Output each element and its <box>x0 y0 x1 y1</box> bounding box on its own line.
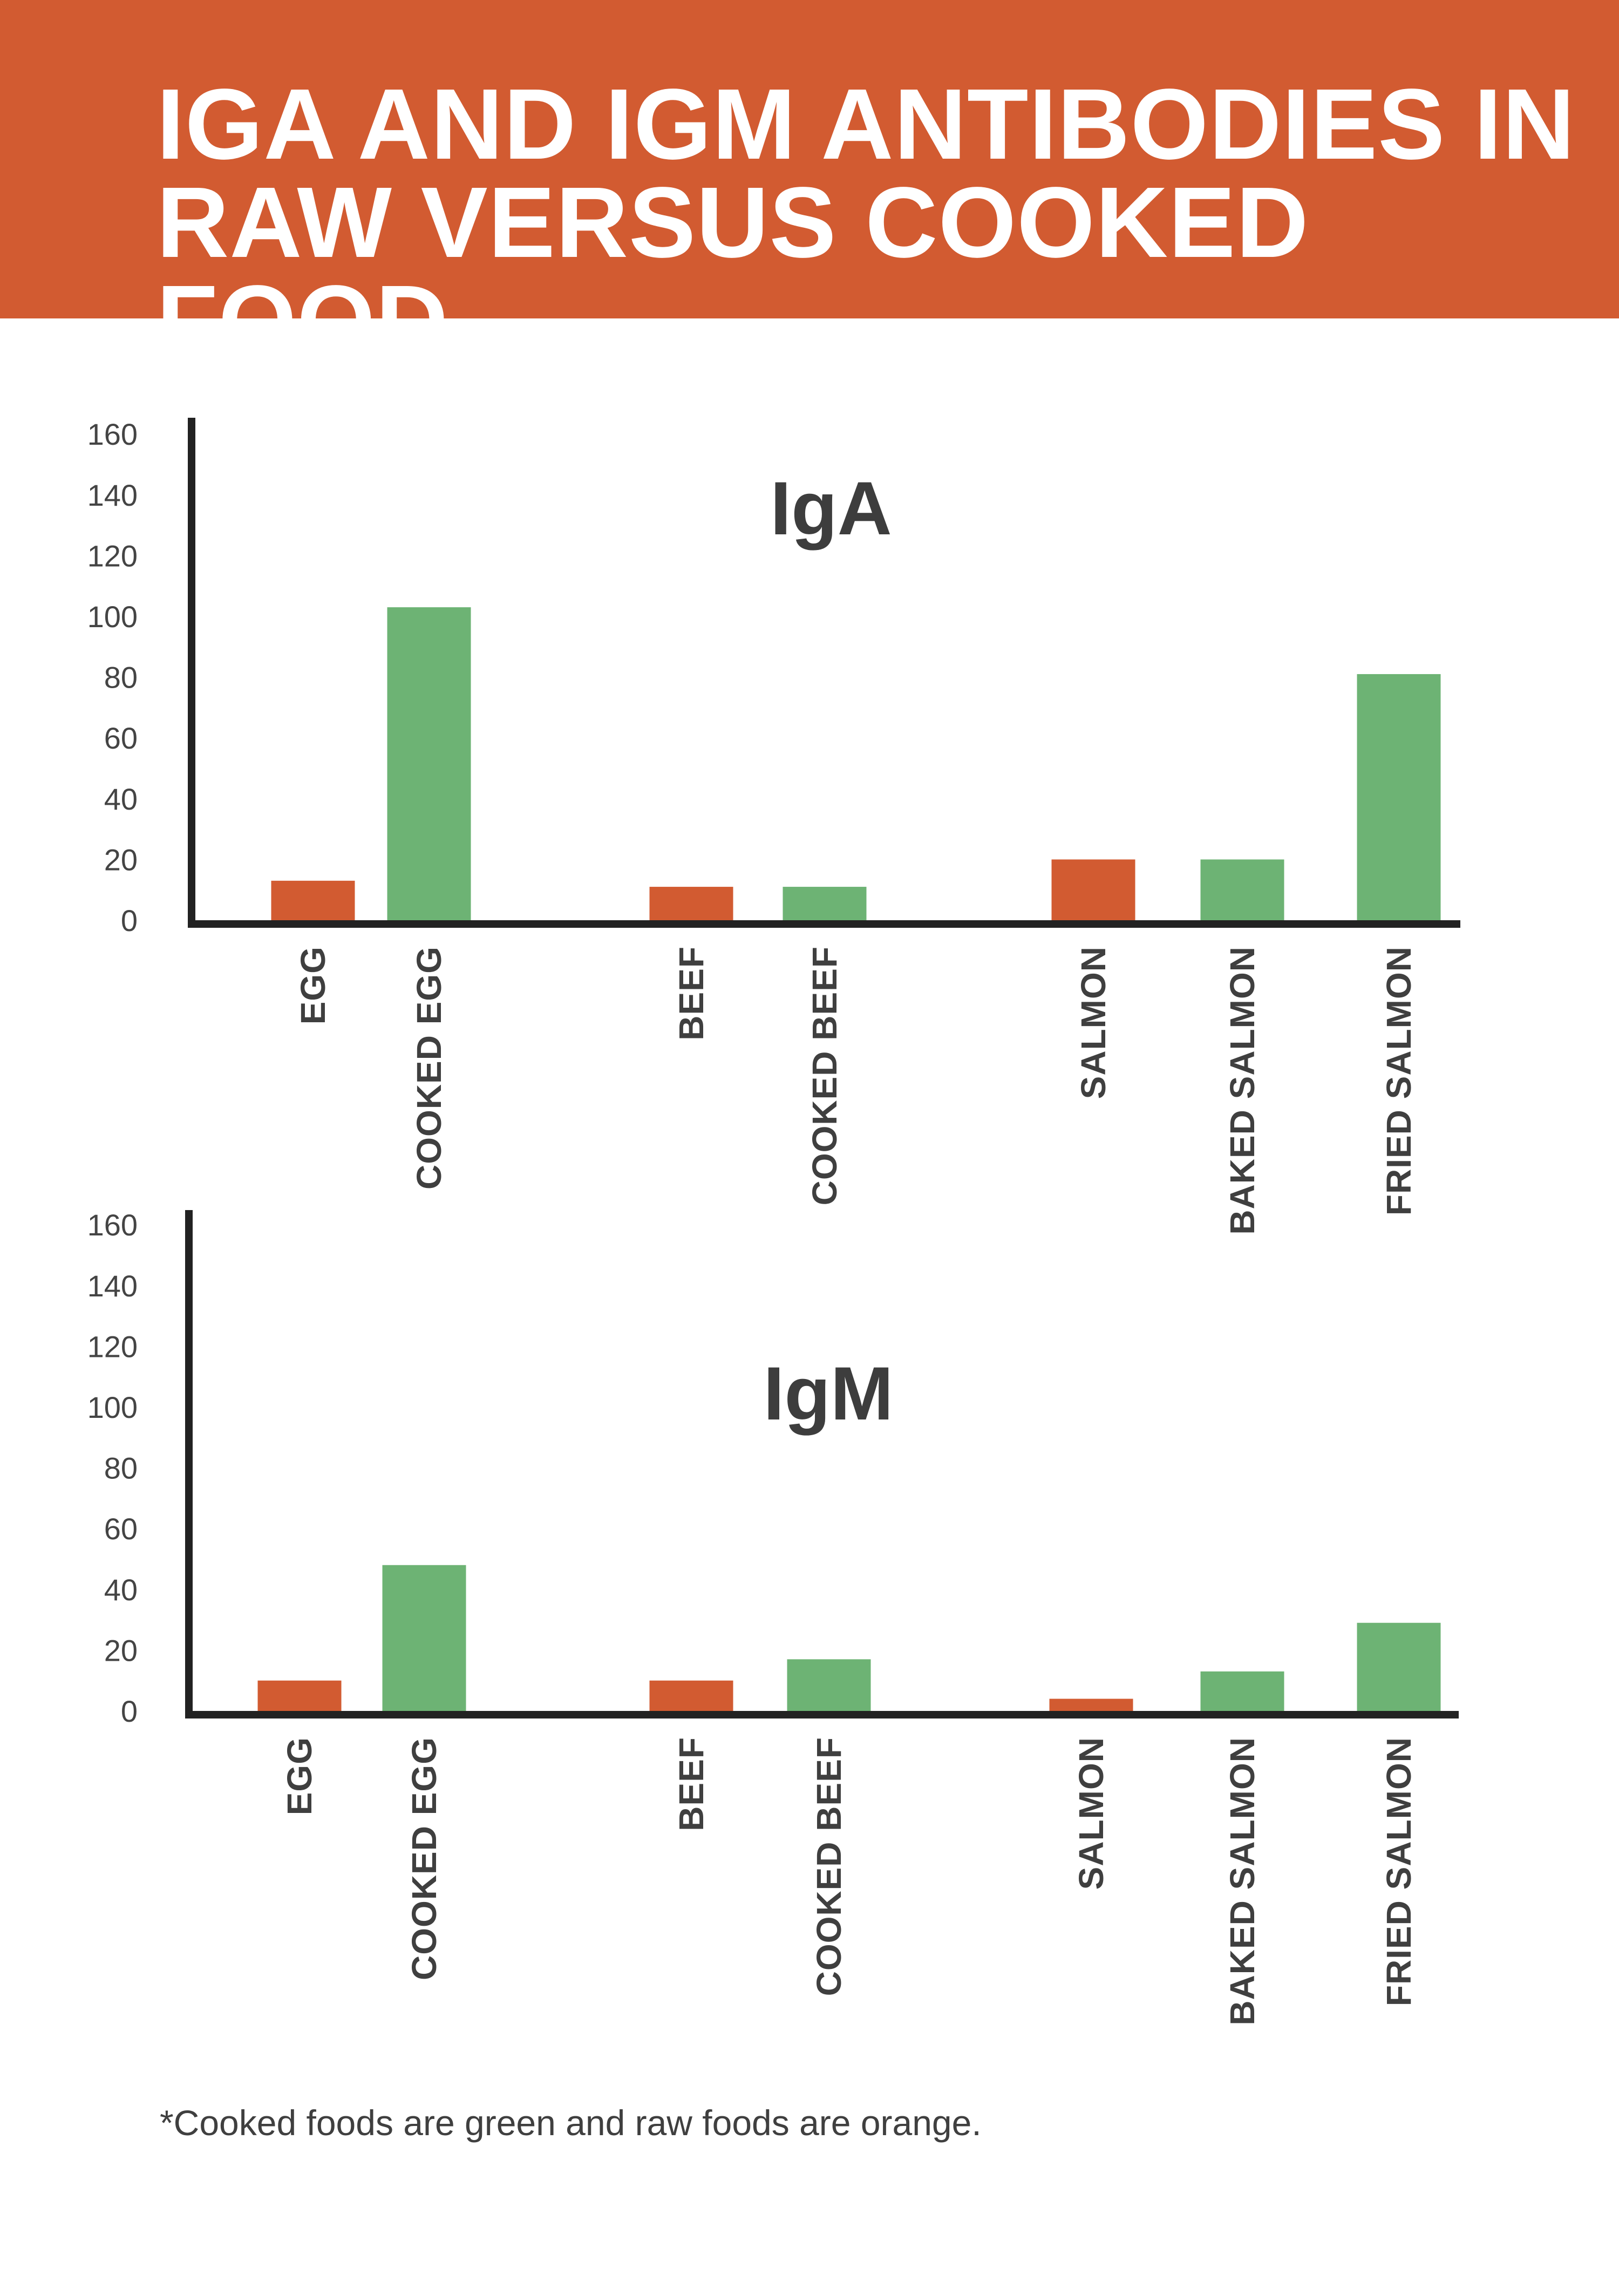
igm-category-label: BEEF <box>672 1737 711 1831</box>
igm-bar <box>382 1565 466 1711</box>
iga-chart: IgA 0 20 40 60 80 100 120 140 160 EGG COOKED EGG BEE… <box>87 417 1460 1235</box>
iga-bar <box>649 887 733 920</box>
igm-y-tick-label: 120 <box>87 1329 138 1363</box>
igm-category-label: FRIED SALMON <box>1379 1737 1418 2006</box>
iga-y-tick-label: 140 <box>87 478 138 512</box>
iga-bar <box>1051 859 1135 920</box>
iga-chart-title: IgA <box>770 466 892 551</box>
igm-y-tick-label: 140 <box>87 1269 138 1303</box>
igm-bar <box>649 1680 733 1711</box>
iga-x-axis <box>188 920 1460 928</box>
igm-category-label: COOKED EGG <box>405 1737 444 1980</box>
iga-y-tick-label: 20 <box>104 843 138 877</box>
igm-y-tick-label: 80 <box>104 1451 138 1485</box>
iga-category-label: BEEF <box>672 946 711 1041</box>
footnote: *Cooked foods are green and raw foods ar… <box>160 2103 982 2143</box>
iga-y-axis <box>188 418 195 928</box>
igm-y-tick-label: 160 <box>87 1208 138 1242</box>
igm-y-tick-label: 20 <box>104 1633 138 1667</box>
igm-y-axis <box>185 1210 193 1718</box>
igm-bar <box>1200 1671 1284 1711</box>
igm-bar <box>1357 1622 1441 1711</box>
iga-bar <box>1200 859 1284 920</box>
iga-y-tick-label: 0 <box>121 904 138 938</box>
iga-y-tick-label: 100 <box>87 600 138 634</box>
igm-bar <box>257 1680 342 1711</box>
iga-category-label: FRIED SALMON <box>1379 946 1418 1215</box>
igm-bar <box>1049 1699 1133 1711</box>
igm-y-tick-label: 60 <box>104 1512 138 1546</box>
igm-y-tick-label: 100 <box>87 1390 138 1424</box>
igm-x-axis <box>185 1711 1459 1718</box>
iga-bar <box>783 887 867 920</box>
iga-category-label: BAKED SALMON <box>1223 946 1262 1235</box>
iga-bar <box>1357 674 1441 920</box>
iga-y-tick-label: 80 <box>104 661 138 695</box>
iga-bar <box>271 880 355 920</box>
igm-category-label: EGG <box>280 1737 319 1815</box>
igm-bar <box>787 1659 871 1711</box>
igm-y-tick-label: 0 <box>121 1694 138 1728</box>
igm-chart: IgM 0 20 40 60 80 100 120 140 160 EGG COOKED EGG BEE… <box>87 1208 1459 2026</box>
iga-category-label: EGG <box>294 946 332 1024</box>
iga-y-tick-label: 160 <box>87 417 138 451</box>
iga-y-tick-label: 40 <box>104 782 138 816</box>
iga-category-label: SALMON <box>1074 946 1113 1099</box>
igm-chart-title: IgM <box>763 1351 893 1436</box>
header-banner: IGA AND IGM ANTIBODIES IN RAW VERSUS COO… <box>0 0 1619 371</box>
iga-category-label: COOKED BEEF <box>805 946 844 1205</box>
iga-y-tick-label: 60 <box>104 721 138 755</box>
igm-y-tick-label: 40 <box>104 1573 138 1607</box>
igm-category-label: SALMON <box>1072 1737 1111 1890</box>
iga-category-label: COOKED EGG <box>410 946 448 1190</box>
iga-bar <box>387 607 471 920</box>
igm-category-label: BAKED SALMON <box>1223 1737 1262 2026</box>
igm-category-label: COOKED BEEF <box>809 1737 848 1996</box>
iga-y-tick-label: 120 <box>87 539 138 573</box>
page-title: IGA AND IGM ANTIBODIES IN RAW VERSUS COO… <box>157 69 1575 377</box>
